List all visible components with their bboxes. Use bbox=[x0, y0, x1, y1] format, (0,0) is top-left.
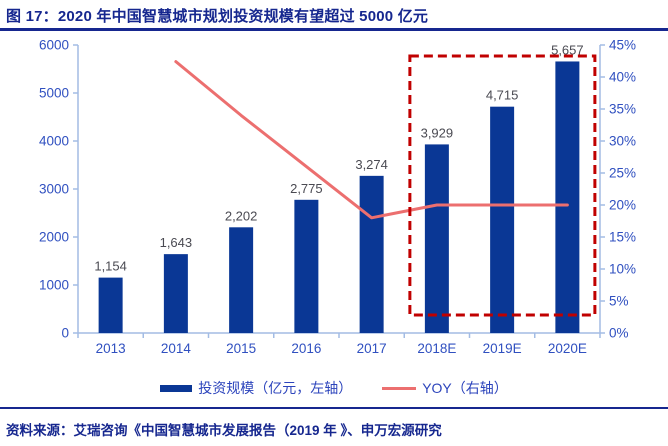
right-axis-tick-label: 5% bbox=[609, 294, 629, 309]
x-axis-category-label: 2016 bbox=[291, 341, 321, 356]
right-axis-tick-label: 30% bbox=[609, 134, 636, 149]
forecast-highlight-box bbox=[408, 54, 597, 317]
right-axis-tick-label: 25% bbox=[609, 166, 636, 181]
x-axis-category-label: 2015 bbox=[226, 341, 256, 356]
left-axis-tick-label: 1000 bbox=[39, 278, 69, 293]
bar-2019E bbox=[490, 106, 515, 334]
yoy-line bbox=[174, 60, 569, 220]
bar-value-label: 2,775 bbox=[290, 181, 323, 196]
bar-value-label: 3,274 bbox=[355, 157, 388, 172]
chart-legend: 投资规模（亿元，左轴） YOY（右轴） bbox=[0, 379, 668, 397]
right-axis-tick-label: 40% bbox=[609, 70, 636, 85]
bar-series-swatch bbox=[160, 384, 193, 392]
bar-2013 bbox=[98, 277, 123, 333]
right-axis-tick-label: 35% bbox=[609, 102, 636, 117]
left-axis-tick-label: 5000 bbox=[39, 86, 69, 101]
bar-value-label: 2,202 bbox=[225, 208, 258, 223]
x-axis-category-label: 2018E bbox=[417, 341, 456, 356]
left-axis-tick-label: 2000 bbox=[39, 230, 69, 245]
x-axis-category-label: 2013 bbox=[96, 341, 126, 356]
bar-2014 bbox=[163, 254, 188, 333]
right-axis-tick-label: 10% bbox=[609, 262, 636, 277]
x-axis-category-label: 2017 bbox=[357, 341, 387, 356]
figure-title: 图 17：2020 年中国智慧城市规划投资规模有望超过 5000 亿元 bbox=[6, 8, 429, 25]
bar-value-label: 1,643 bbox=[160, 235, 193, 250]
left-axis-tick-label: 6000 bbox=[39, 38, 69, 53]
bar-2015 bbox=[229, 227, 254, 333]
bar-2018E bbox=[424, 144, 449, 333]
bar-2017 bbox=[359, 175, 384, 333]
bar-value-label: 1,154 bbox=[94, 259, 127, 274]
x-axis-category-label: 2019E bbox=[483, 341, 522, 356]
legend-label-yoy: YOY（右轴） bbox=[422, 380, 508, 396]
right-axis-tick-label: 45% bbox=[609, 38, 636, 53]
bar-2016 bbox=[294, 199, 319, 333]
footer-rule bbox=[0, 407, 668, 409]
left-axis-tick-label: 3000 bbox=[39, 182, 69, 197]
legend-item-investment: 投资规模（亿元，左轴） bbox=[160, 378, 352, 398]
right-axis-tick-label: 0% bbox=[609, 326, 629, 341]
bar-value-label: 3,929 bbox=[421, 125, 454, 140]
right-axis-tick-label: 20% bbox=[609, 198, 636, 213]
legend-label-investment: 投资规模（亿元，左轴） bbox=[198, 380, 353, 396]
title-underline bbox=[0, 28, 668, 31]
line-series-swatch bbox=[382, 386, 417, 390]
bar-value-label: 5,657 bbox=[551, 42, 584, 57]
left-axis-tick-label: 4000 bbox=[39, 134, 69, 149]
x-axis-category-label: 2020E bbox=[548, 341, 587, 356]
x-axis-category-label: 2014 bbox=[161, 341, 192, 356]
bar-2020E bbox=[555, 61, 580, 334]
right-axis-tick-label: 15% bbox=[609, 230, 636, 245]
left-axis-tick-label: 0 bbox=[61, 326, 69, 341]
legend-item-yoy: YOY（右轴） bbox=[382, 378, 508, 398]
bar-value-label: 4,715 bbox=[486, 88, 519, 103]
source-note: 资料来源：艾瑞咨询《中国智慧城市发展报告（2019 年 》、申万宏源研究 bbox=[6, 423, 442, 438]
